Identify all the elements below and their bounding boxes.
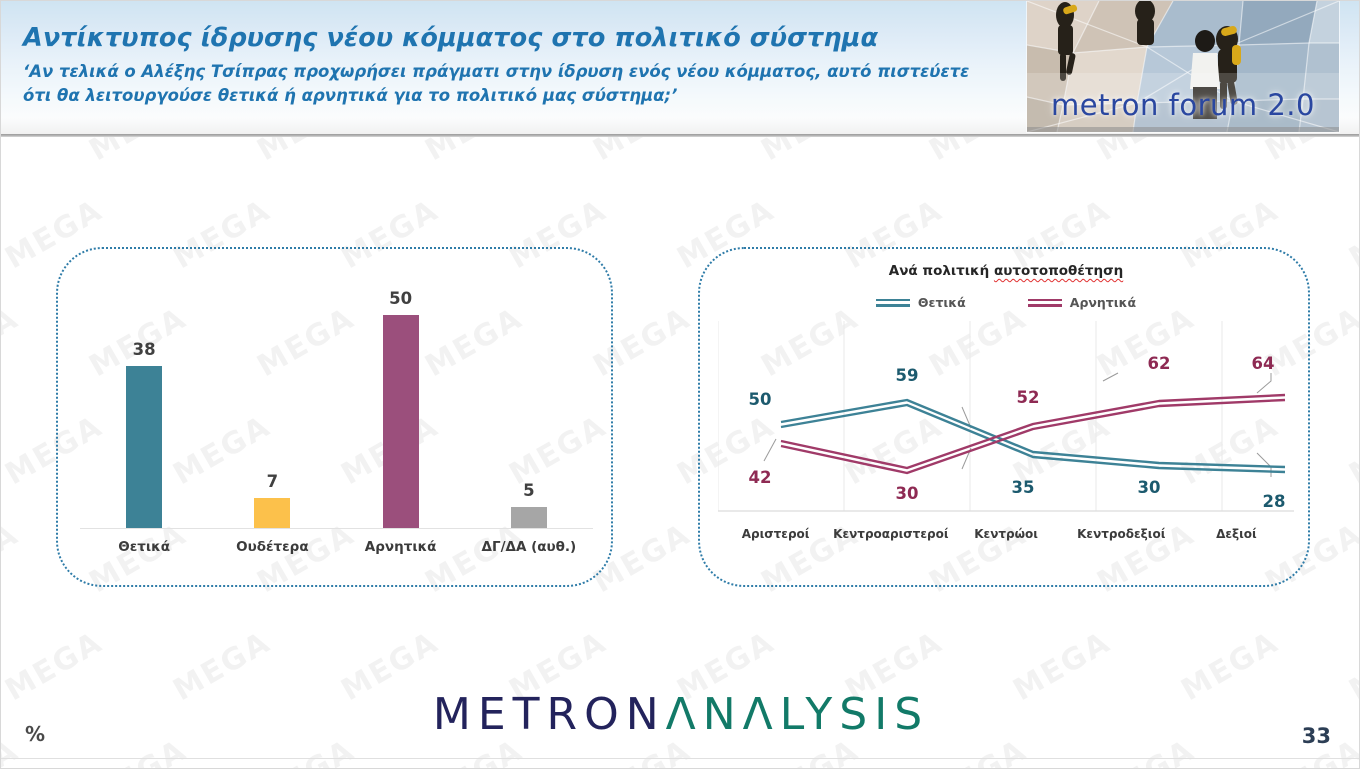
legend-line-icon (1027, 298, 1062, 307)
data-label-negative: 64 (1252, 354, 1275, 373)
percent-unit-mark: % (25, 722, 46, 746)
line-category-label: Κεντροδεξιοί (1077, 527, 1166, 541)
line-category-label: Κεντρώοι (974, 527, 1038, 541)
series-line-positive (780, 398, 1286, 474)
panel-total-results: 38 7 50 5 (56, 247, 613, 587)
slide-footer: % METRONΛΝΛLYSIS 33 (1, 678, 1359, 768)
bar-value-label: 38 (132, 340, 156, 359)
metron-forum-logo: metron forum 2.0 (1027, 1, 1339, 132)
line-chart-title: Ανά πολιτική αυτοτοποθέτηση (700, 263, 1312, 279)
legend-entry-positive[interactable]: Θετικά (875, 295, 966, 310)
line-category-label: Κεντροαριστεροί (833, 527, 949, 541)
data-label-negative: 30 (896, 484, 919, 503)
bar-rect (510, 507, 547, 528)
logo-part-metron: METRON (432, 689, 666, 740)
bar-category-label: ΔΓ/ΔΑ (αυθ.) (481, 539, 577, 555)
series-line-negative (780, 393, 1286, 475)
data-label-negative: 62 (1148, 354, 1171, 373)
forum-logo-photo (1027, 1, 1339, 132)
data-label-positive: 28 (1263, 492, 1286, 511)
legend-line-icon (875, 298, 910, 307)
slide-header: Αντίκτυπος ίδρυσης νέου κόμματος στο πολ… (1, 1, 1359, 137)
page-title: Αντίκτυπος ίδρυσης νέου κόμματος στο πολ… (23, 23, 879, 53)
data-label-positive: 30 (1138, 478, 1161, 497)
page-number: 33 (1301, 724, 1331, 748)
data-label-negative: 42 (749, 468, 772, 487)
bar-value-label: 5 (523, 481, 535, 500)
forum-logo-caption: metron forum 2.0 (1051, 88, 1315, 122)
bar-column: 38 (85, 271, 203, 528)
line-chart-gridlines (718, 321, 1294, 512)
panel-by-political-placement: Ανά πολιτική αυτοτοποθέτηση Θετικά Αρνητ… (698, 247, 1310, 587)
bar-category-label: Ουδέτερα (236, 539, 309, 555)
bar-value-label: 7 (266, 472, 279, 491)
bar-column: 5 (470, 271, 588, 528)
bar-chart-plot-area: 38 7 50 5 (80, 271, 593, 529)
header-text-block: Αντίκτυπος ίδρυσης νέου κόμματος στο πολ… (23, 23, 1013, 108)
bar-rect (126, 366, 163, 528)
logo-part-analysis: ΛΝΛLYSIS (665, 689, 930, 740)
data-label-positive: 59 (896, 366, 919, 385)
data-label-negative: 52 (1017, 388, 1040, 407)
bar-chart: 38 7 50 5 (58, 249, 615, 589)
page-subtitle: ‘Αν τελικά ο Αλέξης Τσίπρας προχωρήσει π… (23, 61, 970, 105)
bar-value-label: 50 (389, 289, 413, 308)
bar-column: 50 (342, 271, 460, 528)
footer-divider (1, 758, 1359, 759)
bar-chart-category-axis: Θετικά Ουδέτερα Αρνητικά ΔΓ/ΔΑ (αυθ.) (80, 539, 593, 555)
line-chart-title-plain: Ανά πολιτική (888, 263, 994, 279)
bar-rect (254, 498, 291, 528)
slide-body: 38 7 50 5 (1, 137, 1359, 768)
bar-category-label: Αρνητικά (364, 539, 437, 555)
line-chart: Ανά πολιτική αυτοτοποθέτηση Θετικά Αρνητ… (700, 249, 1312, 589)
legend-label: Θετικά (917, 295, 966, 310)
bar-category-label: Θετικά (118, 539, 170, 555)
line-category-label: Δεξιοί (1216, 527, 1257, 541)
line-chart-title-misspelled: αυτοτοποθέτηση (993, 263, 1124, 279)
line-category-label: Αριστεροί (741, 527, 810, 541)
bar-rect (382, 315, 419, 528)
line-chart-plot-area: 50 59 35 30 28 42 30 52 62 64 (718, 321, 1294, 521)
line-chart-category-axis: Αριστεροί Κεντροαριστεροί Κεντρώοι Κεντρ… (718, 527, 1294, 541)
data-label-positive: 35 (1012, 478, 1035, 497)
bar-column: 7 (213, 271, 331, 528)
metron-analysis-logo: METRONΛΝΛLYSIS (1, 689, 1359, 740)
line-chart-legend: Θετικά Αρνητικά (700, 295, 1312, 310)
data-label-positive: 50 (749, 390, 772, 409)
legend-label: Αρνητικά (1069, 295, 1137, 310)
legend-entry-negative[interactable]: Αρνητικά (1027, 295, 1137, 310)
